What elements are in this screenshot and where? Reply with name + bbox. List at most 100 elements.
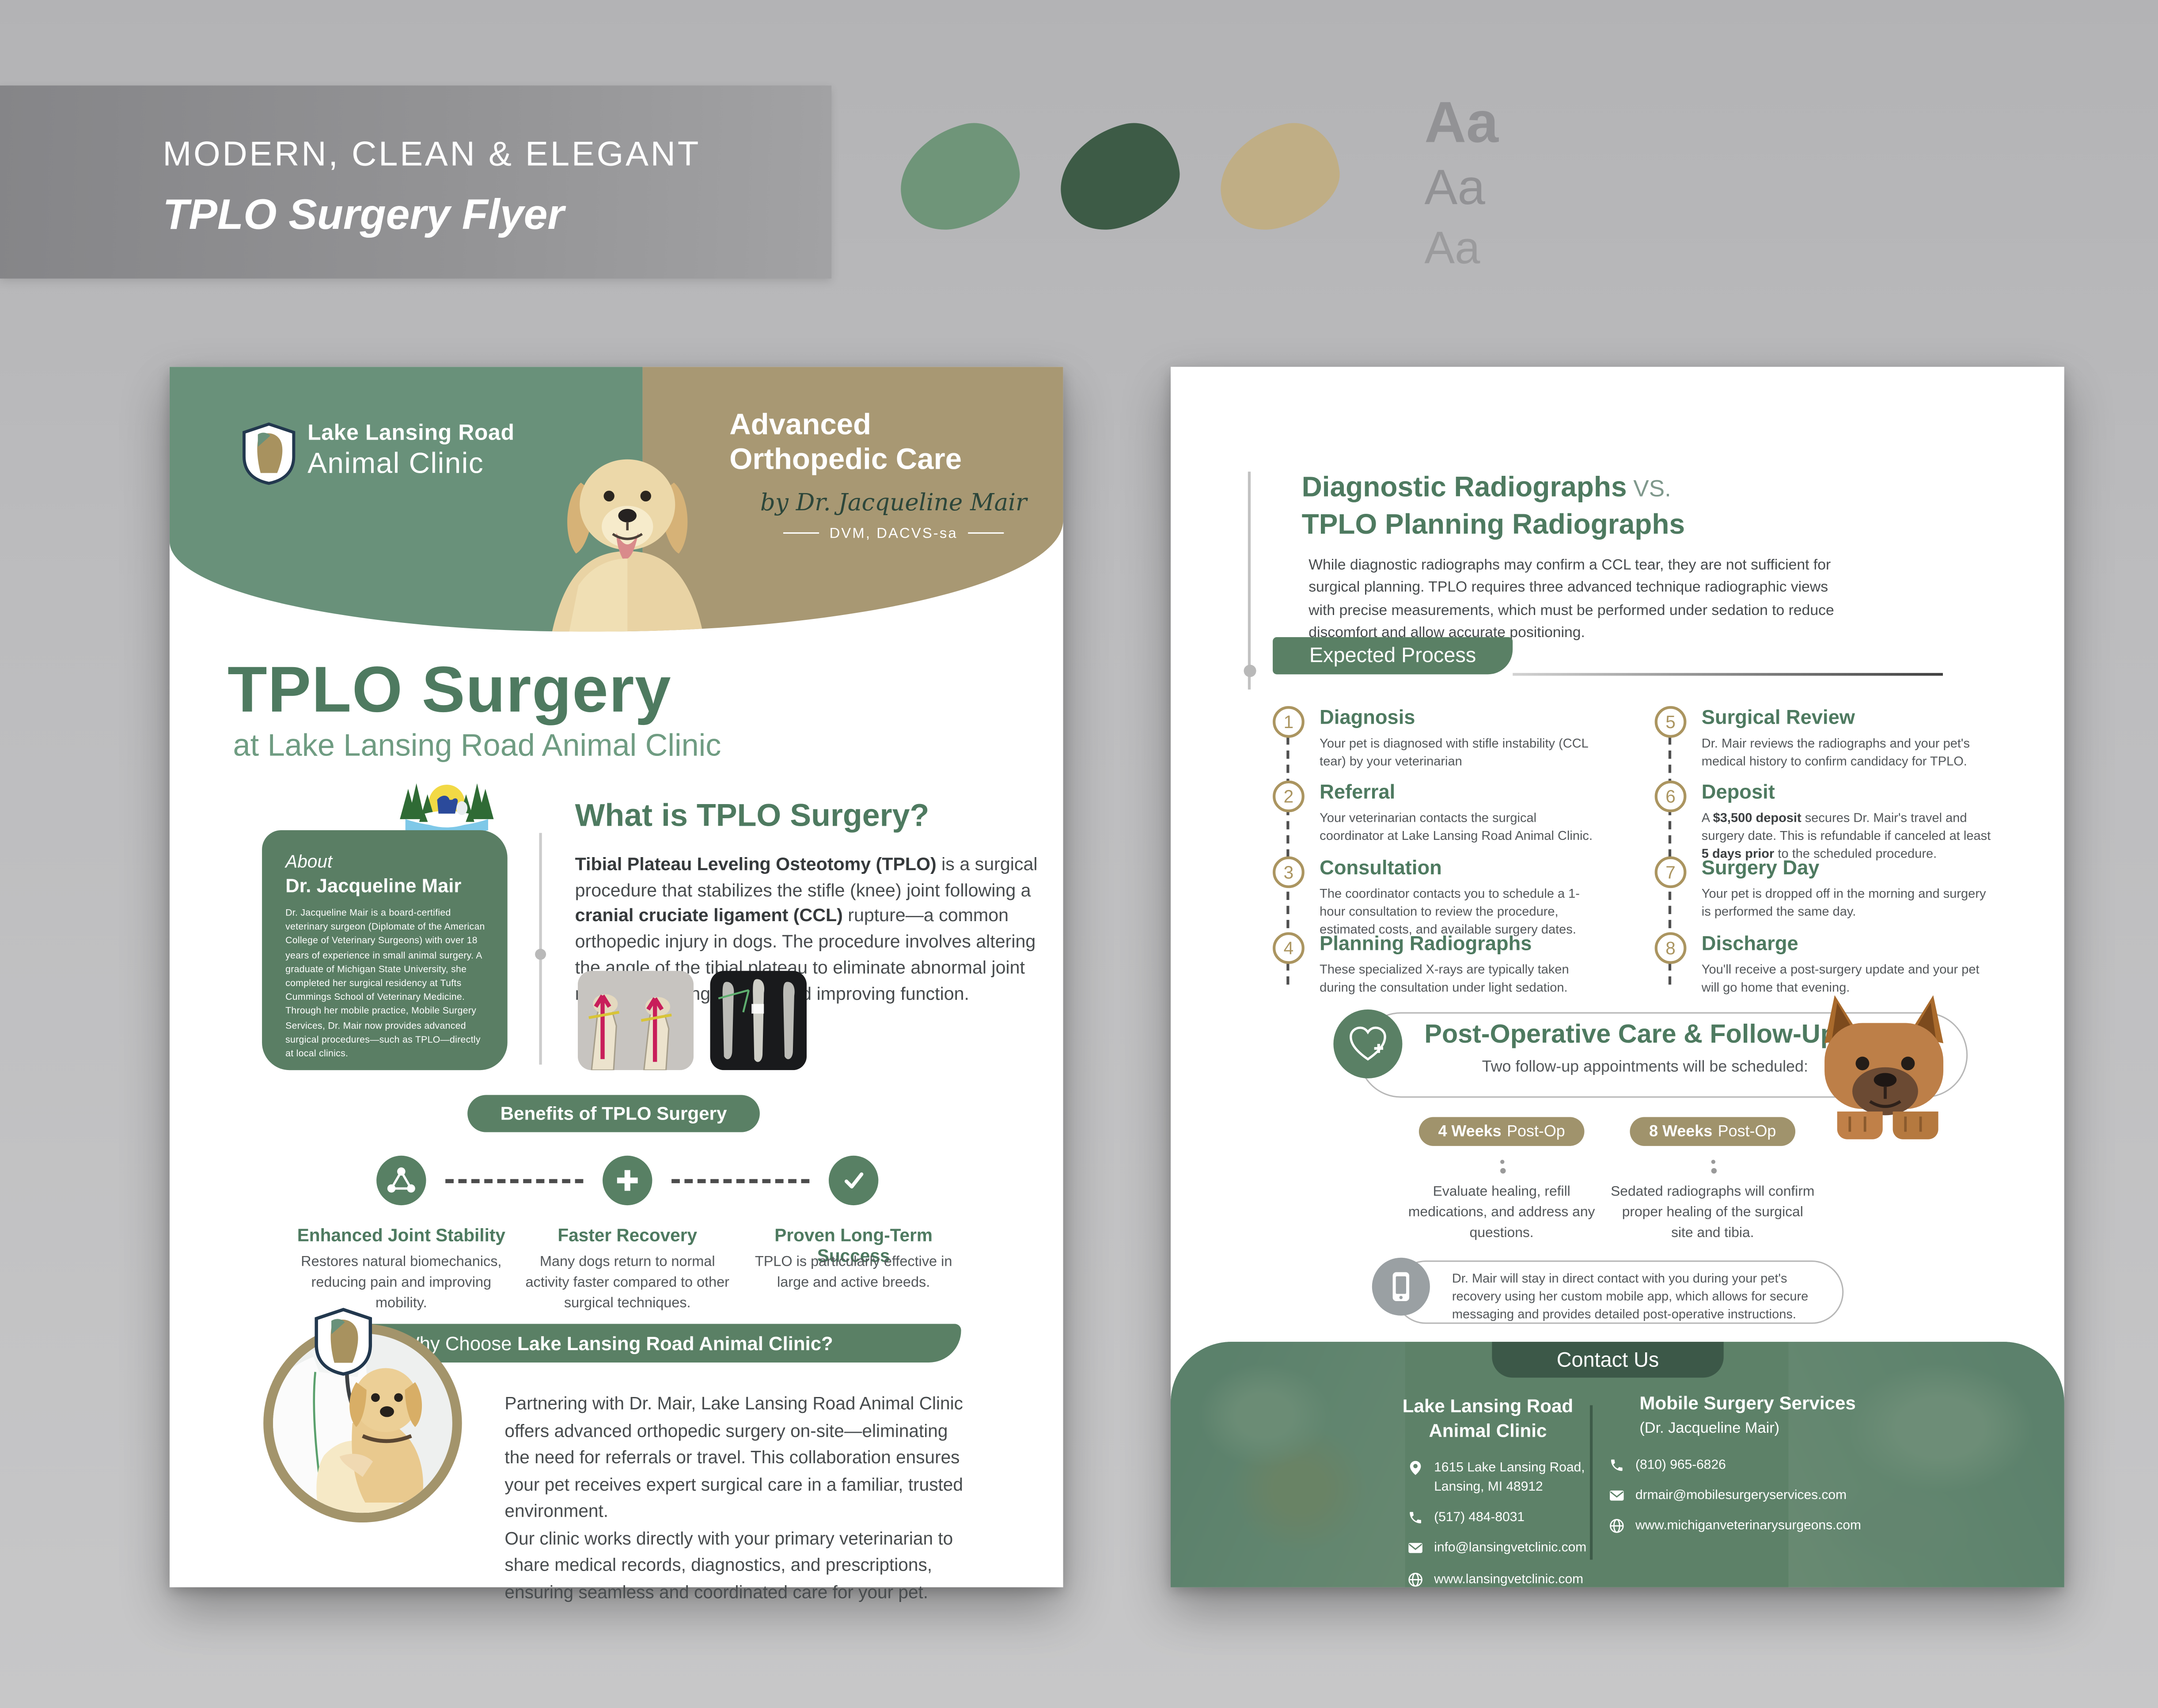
clinic-website: www.lansingvetclinic.com — [1322, 1571, 1653, 1587]
clinic-shield-icon — [243, 422, 296, 485]
flyer-page-2: Diagnostic Radiographs VS. TPLO Planning… — [1171, 367, 2064, 1587]
envelope-icon — [1610, 1490, 1624, 1501]
step-body: Your veterinarian contacts the surgical … — [1320, 811, 1593, 843]
header-tan-panel — [643, 367, 1063, 632]
french-bulldog-photo — [1824, 995, 1944, 1139]
header-title-line1: Advanced — [729, 408, 871, 441]
header-title-line2: Orthopedic Care — [729, 443, 962, 477]
benefit-body: Many dogs return to normal activity fast… — [525, 1255, 729, 1312]
step-number: 1 — [1273, 706, 1305, 738]
mobile-surgery-contact-column: Mobile Surgery Services (Dr. Jacqueline … — [1609, 1391, 2023, 1536]
benefit-title: Enhanced Joint Stability — [297, 1224, 505, 1245]
mobile-phone: (810) 965-6826 — [1609, 1456, 2023, 1474]
mobile-website: www.michiganveterinarysurgeons.com — [1609, 1518, 2023, 1536]
tplo-diagram-image — [577, 971, 694, 1070]
clinic-logo: Lake Lansing Road Animal Clinic — [241, 422, 514, 486]
step-number: 5 — [1654, 706, 1687, 738]
phone-icon — [1410, 1512, 1421, 1523]
8-weeks-body: Sedated radiographs will confirm proper … — [1611, 1184, 1815, 1241]
whatis-heading: What is TPLO Surgery? — [575, 797, 929, 833]
mobile-email: drmair@mobilesurgeryservices.com — [1609, 1487, 2023, 1505]
header-credentials: DVM, DACVS-sa — [729, 525, 1058, 541]
step-number: 8 — [1654, 932, 1687, 964]
clinic-contact-name2: Animal Clinic — [1429, 1420, 1547, 1441]
column-divider — [535, 833, 546, 1065]
check-icon — [828, 1155, 879, 1206]
why-shield-icon — [315, 1308, 372, 1376]
step-number: 7 — [1654, 856, 1687, 888]
benefit-title: Proven Long-Term Success — [774, 1224, 933, 1266]
benefits-icon-row — [170, 1155, 1063, 1211]
step-title: Referral — [1320, 782, 1396, 804]
clinic-name-line1: Lake Lansing Road — [307, 422, 515, 446]
page1-title: TPLO Surgery — [228, 652, 672, 725]
divider-dot — [535, 949, 546, 960]
about-doctor-bio: Dr. Jacqueline Mair is a board-certified… — [285, 909, 485, 1059]
about-doctor-box: About Dr. Jacqueline Mair Dr. Jacqueline… — [262, 830, 508, 1070]
color-swatch-dark-green — [1055, 112, 1184, 241]
about-doctor-name: Dr. Jacqueline Mair — [285, 874, 462, 896]
clinic-contact-name1: Lake Lansing Road — [1402, 1395, 1574, 1416]
contact-divider — [1589, 1405, 1592, 1560]
page1-header: Lake Lansing Road Animal Clinic Advanced… — [169, 367, 1063, 632]
step-body: Dr. Mair reviews the radiographs and you… — [1701, 736, 1970, 768]
step-title: Surgical Review — [1701, 707, 1855, 730]
mockup-title-line1: MODERN, CLEAN & ELEGANT — [163, 135, 701, 174]
process-rule-line — [1513, 673, 1943, 675]
heart-cross-icon — [1333, 1009, 1403, 1078]
step-number: 4 — [1273, 932, 1305, 964]
footer-green-tint — [1171, 1342, 2064, 1587]
clinic-name-line2: Animal Clinic — [307, 448, 484, 480]
xray-image — [710, 971, 807, 1070]
dot-connector — [1710, 1156, 1717, 1174]
step-title: Consultation — [1320, 858, 1442, 880]
type-sample-bold: Aa — [1424, 89, 1499, 155]
step-title: Deposit — [1701, 782, 1775, 804]
benefit-body: TPLO is particularly effective in large … — [755, 1255, 952, 1291]
radiographs-intro: While diagnostic radiographs may confirm… — [1308, 557, 1834, 642]
clinic-phone: (517) 484-8031 — [1322, 1509, 1653, 1527]
appnote-outline — [1394, 1260, 1844, 1324]
mobile-surgery-sub: (Dr. Jacqueline Mair) — [1639, 1420, 1780, 1437]
header-byline: by Dr. Jacqueline Mair — [760, 489, 1027, 517]
color-swatch-sage — [895, 112, 1024, 241]
accent-dot — [1243, 664, 1256, 677]
step-body: The coordinator contacts you to schedule… — [1320, 887, 1580, 937]
location-pin-icon — [1410, 1461, 1421, 1475]
typography-samples: Aa Aa Aa — [1424, 89, 1499, 273]
mockup-title-line2: TPLO Surgery Flyer — [163, 190, 565, 239]
appnote-text: Dr. Mair will stay in direct contact wit… — [1452, 1271, 1809, 1322]
heading-accent-line — [1243, 471, 1256, 690]
flyer-page-1: Lake Lansing Road Animal Clinic Advanced… — [169, 367, 1063, 1602]
globe-icon — [1408, 1572, 1422, 1587]
step-body: Your pet is diagnosed with stifle instab… — [1320, 736, 1588, 768]
benefit-body: Restores natural biomechanics, reducing … — [301, 1255, 502, 1312]
page1-subtitle: at Lake Lansing Road Animal Clinic — [233, 728, 721, 763]
clinic-address: 1615 Lake Lansing Road, Lansing, MI 48912 — [1322, 1459, 1653, 1496]
mobile-surgery-name: Mobile Surgery Services — [1639, 1393, 1856, 1414]
header-green-panel — [169, 367, 643, 632]
expected-process-tab: Expected Process — [1273, 637, 1513, 675]
globe-icon — [1610, 1519, 1624, 1533]
step-body: These specialized X-rays are typically t… — [1320, 962, 1569, 994]
type-sample-light: Aa — [1424, 222, 1480, 273]
step-number: 3 — [1273, 856, 1305, 888]
postop-subtitle: Two follow-up appointments will be sched… — [1482, 1059, 1808, 1076]
4-weeks-body: Evaluate healing, refill medications, an… — [1408, 1184, 1595, 1241]
color-swatch-tan — [1215, 112, 1344, 241]
about-label: About — [285, 850, 333, 872]
golden-retriever-photo — [552, 459, 703, 632]
contact-us-tab: Contact Us — [1492, 1342, 1724, 1378]
whychoose-body: Partnering with Dr. Mair, Lake Lansing R… — [504, 1390, 965, 1605]
step-title: Discharge — [1701, 934, 1798, 956]
postop-title: Post-Operative Care & Follow-Up — [1424, 1020, 1837, 1050]
phone-icon — [1611, 1459, 1623, 1470]
dash-connector — [445, 1179, 584, 1184]
mockup-title-banner: MODERN, CLEAN & ELEGANT TPLO Surgery Fly… — [0, 85, 832, 279]
step-body: A $3,500 deposit secures Dr. Mair's trav… — [1701, 811, 1991, 861]
dash-connector — [671, 1179, 810, 1184]
step-number: 2 — [1273, 780, 1305, 812]
step-title: Surgery Day — [1701, 858, 1820, 880]
4-weeks-pill: 4 Weeks Post-Op — [1418, 1117, 1585, 1146]
